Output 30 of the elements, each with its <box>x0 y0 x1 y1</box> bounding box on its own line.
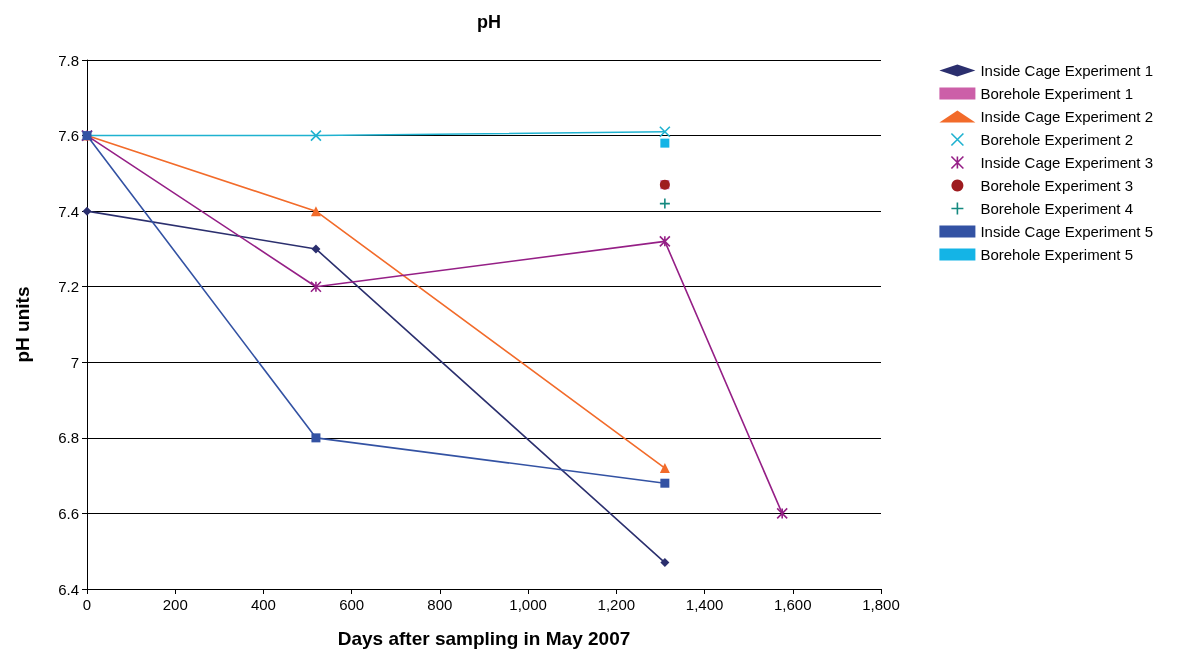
legend-label: Borehole Experiment 4 <box>980 200 1133 217</box>
y-tick-label: 6.8 <box>58 429 79 447</box>
y-axis-title: pH units <box>12 286 33 363</box>
y-tick-label: 6.6 <box>58 504 79 522</box>
x-tick-label: 200 <box>162 596 188 613</box>
x-tick-label: 1,400 <box>685 596 724 613</box>
y-tick-label: 7.2 <box>58 278 79 296</box>
legend-label: Inside Cage Experiment 3 <box>980 154 1154 171</box>
x-tick-label: 1,800 <box>862 596 900 613</box>
x-tick-label: 1,600 <box>774 596 812 613</box>
y-tick-label: 7.8 <box>58 51 79 69</box>
y-tick-label: 7.4 <box>58 202 79 220</box>
legend-label: Borehole Experiment 3 <box>980 177 1133 194</box>
x-tick-label: 400 <box>250 596 276 613</box>
legend-label: Borehole Experiment 2 <box>980 131 1133 148</box>
x-tick-label: 1,000 <box>509 596 547 613</box>
legend-label: Inside Cage Experiment 1 <box>980 62 1154 79</box>
legend-label: Borehole Experiment 1 <box>980 85 1133 102</box>
legend-label: Inside Cage Experiment 2 <box>980 108 1154 125</box>
x-tick-label: 600 <box>339 596 365 613</box>
chart-title: pH <box>477 12 501 32</box>
legend-label: Borehole Experiment 5 <box>980 246 1133 263</box>
y-tick-label: 7 <box>70 353 79 371</box>
y-tick-label: 7.6 <box>58 127 79 145</box>
x-tick-label: 0 <box>82 596 92 613</box>
x-tick-label: 1,200 <box>597 596 636 613</box>
x-axis-title: Days after sampling in May 2007 <box>337 628 631 649</box>
x-tick-label: 800 <box>427 596 453 613</box>
legend-label: Inside Cage Experiment 5 <box>980 223 1154 240</box>
y-tick-label: 6.4 <box>58 580 79 598</box>
